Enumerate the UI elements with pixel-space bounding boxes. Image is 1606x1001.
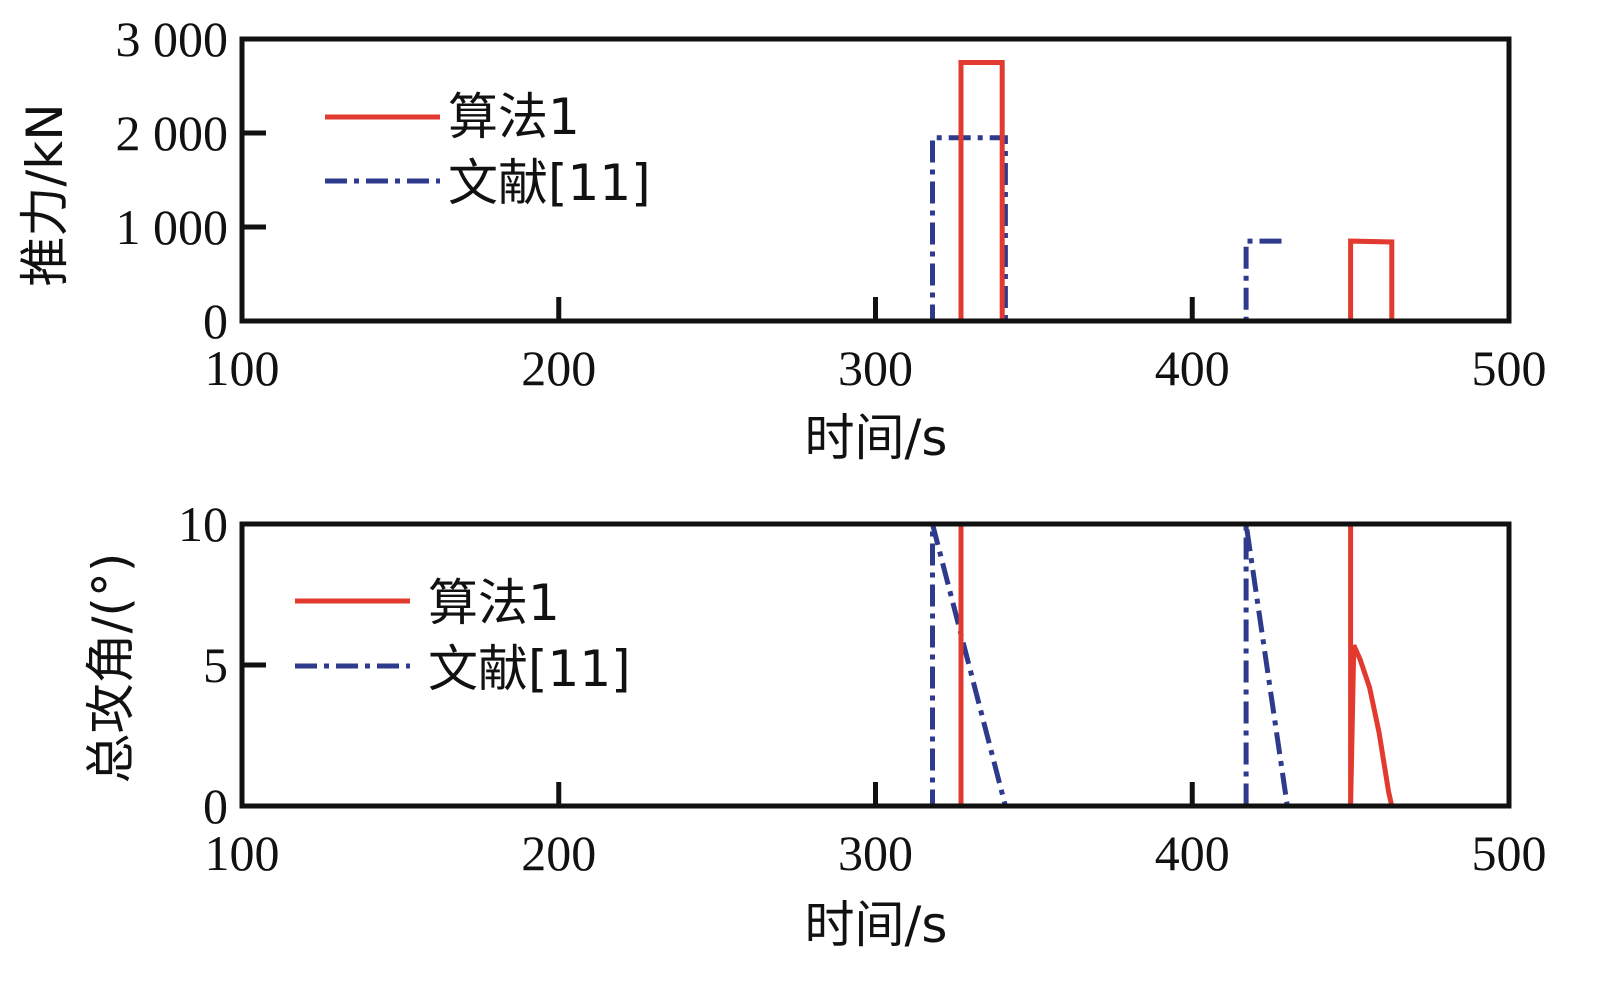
y-tick-label: 0 <box>203 778 228 834</box>
plot-frame <box>239 521 1512 809</box>
chart-thrust: 推力/kN 时间/s 0 1 000 2 000 3 000 100 200 300 400… <box>16 11 1547 467</box>
y-tick-label: 3 000 <box>116 11 229 67</box>
x-tick-labels: 100 200 300 400 500 <box>205 340 1547 396</box>
ticks <box>242 130 1195 321</box>
x-tick-label: 400 <box>1155 340 1230 396</box>
legend-label-ref11: 文献[11] <box>448 154 651 212</box>
y-tick-label: 0 <box>203 293 228 349</box>
series-line-ref11 <box>394 135 1288 324</box>
x-tick-label: 100 <box>205 340 280 396</box>
x-tick-label: 200 <box>521 340 596 396</box>
x-tick-label: 300 <box>838 340 913 396</box>
series-line-algo1 <box>394 521 1395 809</box>
y-axis-label: 总攻角/(°) <box>82 553 140 784</box>
legend-label-algo1: 算法1 <box>448 88 580 146</box>
y-tick-label: 1 000 <box>116 199 229 255</box>
legend: 算法1 文献[11] <box>325 88 651 212</box>
x-tick-label: 300 <box>838 825 913 881</box>
y-tick-label: 5 <box>203 637 228 693</box>
x-tick-label: 200 <box>521 825 596 881</box>
x-tick-label: 500 <box>1472 825 1547 881</box>
x-tick-label: 400 <box>1155 825 1230 881</box>
x-tick-label: 500 <box>1472 340 1547 396</box>
legend: 算法1 文献[11] <box>295 574 631 698</box>
y-tick-labels: 0 5 10 <box>178 496 228 834</box>
y-tick-labels: 0 1 000 2 000 3 000 <box>116 11 229 349</box>
y-tick-label: 10 <box>178 496 228 552</box>
x-axis-label: 时间/s <box>805 409 948 467</box>
y-tick-label: 2 000 <box>116 105 229 161</box>
y-axis-label: 推力/kN <box>16 103 74 286</box>
legend-label-ref11: 文献[11] <box>428 640 631 698</box>
ticks <box>242 662 1195 806</box>
x-tick-labels: 100 200 300 400 500 <box>205 825 1547 881</box>
chart-attack-angle: 总攻角/(°) 时间/s 0 5 10 100 200 300 400 500 算法1 文献… <box>82 496 1547 954</box>
plot-frame <box>239 36 1512 324</box>
x-tick-label: 100 <box>205 825 280 881</box>
x-axis-label: 时间/s <box>805 896 948 954</box>
legend-label-algo1: 算法1 <box>428 574 560 632</box>
